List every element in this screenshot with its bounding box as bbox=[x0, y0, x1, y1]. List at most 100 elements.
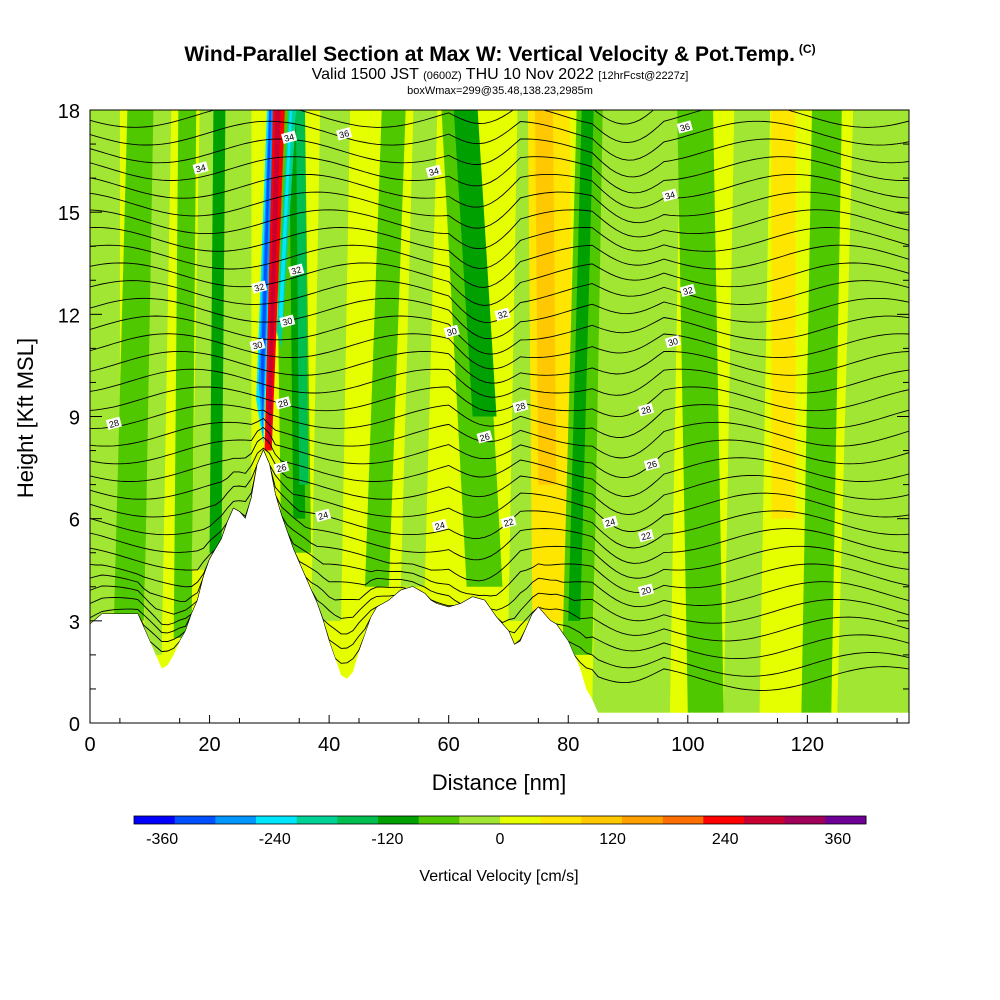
contour-label-bg bbox=[679, 283, 696, 298]
contour-label-text: 28 bbox=[514, 401, 526, 413]
contour-label-text: 20 bbox=[640, 585, 652, 597]
colorbar-tick-label: 120 bbox=[599, 831, 626, 848]
velocity-band bbox=[400, 110, 438, 587]
contour-label: 32 bbox=[288, 263, 305, 277]
colorbar-swatch bbox=[256, 816, 298, 824]
velocity-band bbox=[453, 110, 497, 417]
contour-label-text: 22 bbox=[640, 530, 652, 542]
y-tick-label: 12 bbox=[58, 305, 80, 327]
contour-label-text: 32 bbox=[682, 285, 694, 297]
valid-suffix: THU 10 Nov 2022 bbox=[465, 66, 594, 83]
velocity-band bbox=[801, 110, 842, 713]
terrain-fill bbox=[90, 450, 909, 723]
theta-contour-line bbox=[90, 426, 909, 479]
contour-label: 24 bbox=[602, 515, 619, 529]
velocity-core bbox=[266, 110, 281, 444]
velocity-band bbox=[311, 110, 351, 621]
y-tick-label: 6 bbox=[69, 510, 80, 532]
contour-label: 36 bbox=[676, 120, 693, 134]
chart-title: Wind-Parallel Section at Max W: Vertical… bbox=[0, 38, 1000, 66]
theta-contour-line bbox=[90, 120, 909, 161]
box-info: boxWmax=299@35.48,138.23,2985m bbox=[407, 85, 593, 97]
x-axis-title: Distance [nm] bbox=[432, 770, 567, 795]
colorbar-swatch bbox=[662, 816, 704, 824]
colorbar-swatch bbox=[703, 816, 745, 824]
theta-contour-line bbox=[90, 297, 909, 340]
x-tick-label: 40 bbox=[318, 734, 340, 756]
valid-time: Valid 1500 JST (0600Z) THU 10 Nov 2022 [… bbox=[0, 66, 1000, 85]
velocity-band bbox=[209, 110, 226, 553]
contour-label-text: 26 bbox=[275, 462, 287, 474]
contour-label-bg bbox=[637, 529, 655, 543]
colorbar-swatch bbox=[296, 816, 338, 824]
x-tick-label: 0 bbox=[84, 734, 95, 756]
contour-label-bg bbox=[637, 403, 655, 417]
theta-contour-line bbox=[90, 417, 909, 459]
colorbar-tick-label: 360 bbox=[824, 831, 851, 848]
theta-contour-line bbox=[90, 227, 909, 269]
theta-contour-line bbox=[90, 209, 909, 250]
contour-label-text: 34 bbox=[195, 162, 207, 174]
theta-contour-line bbox=[90, 436, 909, 497]
colorbar-swatch bbox=[500, 816, 542, 824]
theta-contour-line bbox=[90, 449, 909, 549]
colorbar-swatch bbox=[174, 816, 216, 824]
contour-label: 34 bbox=[281, 130, 298, 144]
theta-contour-line bbox=[90, 386, 909, 418]
contour-label: 30 bbox=[664, 334, 681, 349]
contour-label-text: 34 bbox=[664, 189, 676, 201]
contour-label-bg bbox=[336, 127, 353, 141]
contour-label-text: 32 bbox=[290, 264, 302, 276]
colorbar: -360 -240 -120 0 120 240 360 bbox=[133, 815, 867, 848]
colorbar-swatch bbox=[215, 816, 257, 824]
colorbar-tick-label: -240 bbox=[259, 831, 291, 848]
contour-label-bg bbox=[602, 515, 619, 529]
contour-label: 22 bbox=[637, 529, 655, 543]
contour-label-bg bbox=[315, 508, 332, 522]
x-tick-label: 60 bbox=[438, 734, 460, 756]
contour-label-bg bbox=[443, 324, 460, 339]
contour-label: 32 bbox=[494, 307, 511, 321]
colorbar-swatch bbox=[784, 816, 826, 824]
theta-contour-line bbox=[90, 110, 909, 144]
velocity-band bbox=[113, 110, 158, 621]
contour-label-text: 30 bbox=[667, 336, 679, 348]
theta-contour-line bbox=[90, 244, 909, 288]
contour-label-text: 28 bbox=[640, 404, 652, 416]
x-tick-label: 20 bbox=[198, 734, 220, 756]
contour-label-text: 36 bbox=[679, 121, 691, 133]
contour-label: 26 bbox=[643, 457, 660, 471]
contour-label: 30 bbox=[249, 338, 266, 352]
contour-label-bg bbox=[661, 188, 678, 202]
contour-label-bg bbox=[494, 307, 511, 321]
theta-contour-line bbox=[90, 449, 909, 532]
x-tick-label: 120 bbox=[791, 734, 824, 756]
colorbar-tick-label: -360 bbox=[146, 831, 178, 848]
contour-label-text: 26 bbox=[646, 459, 658, 471]
contour-label-bg bbox=[251, 280, 268, 294]
theta-contour-line bbox=[90, 449, 909, 564]
forecast-info: [12hrFcst@2227z] bbox=[598, 70, 689, 82]
contour-label-text: 22 bbox=[502, 516, 514, 528]
velocity-band bbox=[173, 110, 197, 638]
colorbar-swatch bbox=[825, 816, 867, 824]
contour-label-bg bbox=[425, 164, 442, 178]
valid-utc: (0600Z) bbox=[423, 70, 462, 82]
contour-label-text: 28 bbox=[277, 397, 289, 409]
contour-label-bg bbox=[643, 457, 660, 471]
chart-title-units: (C) bbox=[798, 42, 816, 56]
contour-label: 28 bbox=[512, 399, 529, 413]
contour-label-text: 30 bbox=[251, 339, 263, 351]
velocity-band bbox=[233, 110, 252, 519]
contour-label: 26 bbox=[476, 430, 493, 444]
colorbar-tick-label: -120 bbox=[371, 831, 403, 848]
contour-label-text: 28 bbox=[108, 418, 120, 430]
contour-label: 34 bbox=[425, 164, 442, 178]
contour-label-text: 26 bbox=[479, 431, 491, 443]
velocity-band bbox=[535, 110, 557, 485]
valid-prefix: Valid 1500 JST bbox=[311, 66, 419, 83]
velocity-band bbox=[771, 110, 796, 519]
contour-label-text: 24 bbox=[317, 510, 329, 522]
colorbar-swatch bbox=[378, 816, 420, 824]
